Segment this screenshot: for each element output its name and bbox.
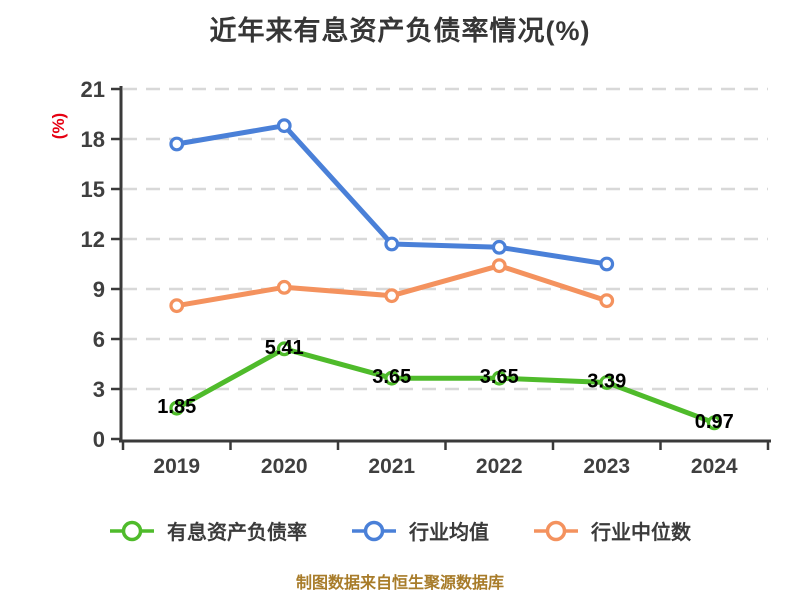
legend-label-industry-median: 行业中位数 <box>591 522 691 544</box>
series-line <box>174 346 717 426</box>
y-tick-label: 12 <box>81 227 105 252</box>
data-point-marker[interactable] <box>491 258 507 274</box>
data-point-marker[interactable] <box>491 370 507 386</box>
data-point-marker[interactable] <box>384 288 400 304</box>
legend-item-industry-median[interactable]: 行业中位数 <box>533 516 691 545</box>
data-point-marker[interactable] <box>599 293 615 309</box>
data-point-label: 5.41 <box>265 337 304 359</box>
data-point-marker[interactable] <box>491 239 507 255</box>
data-point-label: 1.85 <box>157 396 196 418</box>
x-tick-label: 2019 <box>153 455 200 478</box>
data-point-marker[interactable] <box>276 279 292 295</box>
data-point-marker[interactable] <box>169 298 185 314</box>
legend-label-industry-mean: 行业均值 <box>409 522 489 544</box>
data-point-marker[interactable] <box>599 256 615 272</box>
x-tick-label: 2024 <box>691 455 738 478</box>
y-axis-unit-label: (%) <box>49 113 68 139</box>
y-tick-label: 0 <box>93 427 105 452</box>
data-point-label: 3.65 <box>480 366 519 388</box>
legend-label-company-ratio: 有息资产负债率 <box>167 522 307 544</box>
legend-marker-blue-icon <box>352 520 396 541</box>
y-tick-label: 21 <box>81 77 105 102</box>
legend-item-company-ratio[interactable]: 有息资产负债率 <box>109 516 307 545</box>
y-tick-label: 6 <box>93 327 105 352</box>
chart-footer-source: 制图数据来自恒生聚源数据库 <box>295 575 504 592</box>
legend-item-industry-mean[interactable]: 行业均值 <box>351 516 489 545</box>
data-point-marker[interactable] <box>384 236 400 252</box>
x-tick-label: 2020 <box>261 455 308 478</box>
x-tick-label: 2022 <box>476 455 523 478</box>
x-tick-label: 2021 <box>368 455 415 478</box>
line-chart-plot-area: 0 3 6 9 12 15 18 21 2019 2020 2021 2022 2023 2024 (%) 1… <box>49 77 771 478</box>
data-point-label: 3.39 <box>587 371 626 393</box>
data-point-label: 0.97 <box>695 411 734 433</box>
chart-legend: 有息资产负债率 行业均值 行业中位数 <box>0 516 800 545</box>
y-tick-label: 9 <box>93 277 105 302</box>
x-tick-label: 2023 <box>583 455 630 478</box>
legend-marker-green-icon <box>110 520 154 541</box>
chart-title: 近年来有息资产负债率情况(%) <box>209 16 591 46</box>
data-point-marker[interactable] <box>276 341 292 357</box>
data-point-marker[interactable] <box>169 136 185 152</box>
data-point-label: 3.65 <box>372 366 411 388</box>
legend-marker-orange-icon <box>534 520 578 541</box>
y-tick-label: 15 <box>81 177 105 202</box>
data-point-marker[interactable] <box>384 370 400 386</box>
data-point-marker[interactable] <box>706 415 722 431</box>
data-point-marker[interactable] <box>599 375 615 390</box>
data-point-marker[interactable] <box>276 118 292 134</box>
data-point-marker[interactable] <box>169 400 185 416</box>
y-tick-label: 18 <box>81 127 105 152</box>
y-tick-label: 3 <box>93 377 105 402</box>
